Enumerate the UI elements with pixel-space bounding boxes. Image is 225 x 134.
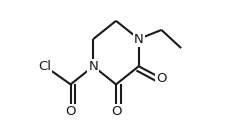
Text: O: O <box>155 72 166 85</box>
Text: O: O <box>65 105 76 118</box>
Text: Cl: Cl <box>38 60 51 73</box>
Text: N: N <box>133 33 143 46</box>
Text: N: N <box>88 60 98 73</box>
Text: O: O <box>110 105 121 118</box>
